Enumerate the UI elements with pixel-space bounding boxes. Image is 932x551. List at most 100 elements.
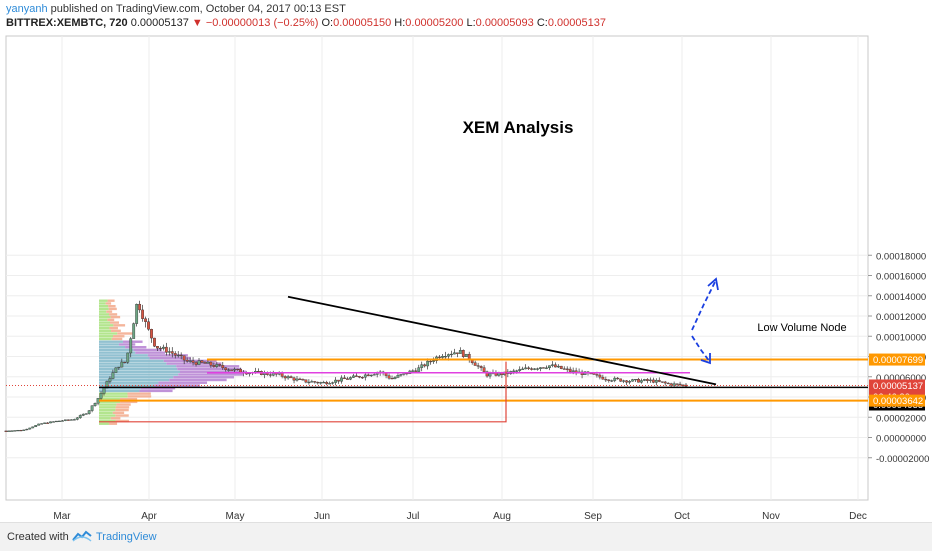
candle-up	[458, 350, 462, 354]
candle-down	[542, 367, 545, 369]
candle-down	[138, 303, 142, 311]
candle-down	[46, 422, 49, 424]
candle-up	[87, 410, 91, 414]
tradingview-logo-icon	[72, 530, 92, 542]
candle-down	[527, 367, 531, 369]
candle-up	[307, 381, 311, 384]
candle-up	[634, 378, 637, 381]
candle-down	[598, 374, 602, 378]
candle-down	[479, 366, 483, 368]
profile-bar-up	[99, 356, 150, 360]
candle-up	[34, 425, 38, 428]
profile-bar-down	[127, 395, 152, 398]
price-label-text: 0.00003642	[873, 396, 923, 407]
candle-up	[521, 368, 525, 370]
price-label-box	[869, 379, 925, 392]
candle-up	[417, 367, 421, 372]
candle-up	[515, 370, 519, 372]
candle-up	[369, 374, 373, 377]
candle-down	[423, 364, 427, 367]
candle-up	[420, 364, 424, 368]
profile-bar-up	[99, 414, 116, 417]
tradingview-link[interactable]: TradingView	[96, 531, 157, 543]
candle-down	[153, 337, 156, 347]
profile-bar-up	[99, 348, 134, 352]
candle-up	[631, 379, 634, 382]
low-volume-node-label: Low Volume Node	[757, 322, 846, 334]
x-tick-label: May	[226, 511, 245, 522]
candle-down	[209, 361, 213, 366]
candle-down	[230, 369, 234, 371]
candle-down	[414, 370, 418, 372]
candle-up	[22, 429, 26, 431]
candle-down	[280, 373, 284, 377]
candle-up	[640, 380, 643, 383]
candle-up	[322, 382, 326, 384]
candle-down	[461, 350, 465, 357]
candle-down	[147, 321, 150, 330]
candle-up	[334, 379, 338, 383]
profile-bar-up	[99, 318, 108, 322]
y-tick-label: 0.00018000	[876, 251, 926, 262]
candle-down	[221, 365, 225, 369]
profile-bar-down	[178, 373, 243, 376]
candle-up	[43, 422, 47, 424]
profile-bar-down	[107, 299, 115, 302]
candle-up	[271, 373, 275, 376]
candle-up	[96, 398, 100, 404]
plot-area	[5, 35, 869, 501]
candle-down	[212, 365, 216, 367]
candle-down	[601, 376, 605, 380]
profile-bar-up	[99, 378, 170, 382]
profile-bar-down	[118, 343, 136, 346]
candle-down	[357, 376, 361, 378]
candle-down	[473, 362, 477, 366]
candle-up	[396, 375, 400, 378]
candle-up	[227, 369, 231, 371]
profile-bar-up	[99, 422, 109, 425]
candle-down	[200, 360, 204, 363]
candle-down	[337, 379, 340, 382]
candle-down	[224, 367, 228, 371]
price-label-box	[869, 353, 925, 366]
profile-bar-down	[112, 411, 125, 414]
candle-down	[203, 362, 207, 364]
symbol-name[interactable]: BITTREX:XEMBTC, 720	[6, 17, 128, 29]
candle-down	[156, 345, 159, 349]
symbol-line: BITTREX:XEMBTC, 720 0.00005137 ▼ −0.0000…	[6, 17, 606, 29]
up-arrow-head-icon	[707, 277, 719, 291]
author-link[interactable]: yanyanh	[6, 3, 48, 15]
candle-down	[660, 381, 664, 383]
profile-bar-up	[99, 307, 109, 311]
profile-bar-up	[99, 373, 179, 376]
candle-up	[277, 373, 281, 375]
candle-up	[58, 420, 61, 422]
candle-up	[464, 353, 468, 357]
profile-bar-up	[99, 337, 112, 341]
y-tick-label: -0.00002000	[876, 454, 929, 465]
y-tick-label: 0.00010000	[876, 332, 926, 343]
profile-bar-up	[99, 332, 118, 335]
profile-bar-down	[111, 337, 123, 341]
profile-bar-down	[117, 332, 133, 335]
candle-down	[565, 368, 569, 370]
profile-bar-up	[99, 403, 117, 406]
change-arrow-icon: ▼	[191, 17, 203, 29]
candle-up	[63, 419, 67, 421]
candle-up	[444, 356, 447, 358]
profile-bar-down	[166, 362, 222, 365]
candle-down	[455, 352, 459, 354]
candle-up	[52, 421, 55, 423]
candle-up	[340, 377, 343, 382]
x-tick-label: Mar	[53, 511, 71, 522]
candle-up	[13, 430, 17, 432]
publish-line: yanyanh published on TradingView.com, Oc…	[6, 3, 346, 15]
candle-up	[628, 381, 631, 383]
candle-up	[37, 423, 41, 426]
candle-up	[7, 430, 11, 432]
candle-up	[447, 354, 450, 357]
x-tick-label: Aug	[493, 511, 511, 522]
candle-up	[556, 365, 560, 368]
candle-down	[390, 378, 394, 380]
